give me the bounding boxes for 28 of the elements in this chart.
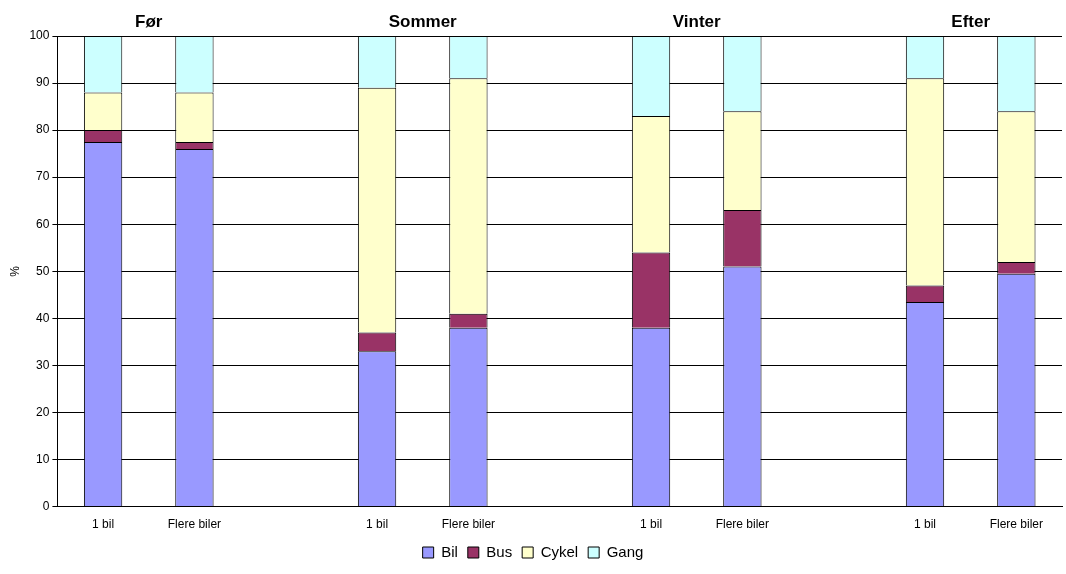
y-tick-label: 40: [36, 310, 50, 325]
text: Før: [135, 11, 163, 31]
y-tick-label: 70: [36, 169, 50, 184]
x-tick-label: Flere biler: [989, 517, 1044, 532]
y-tick-label: 30: [36, 357, 50, 372]
x-tick-label: 1 bil: [92, 517, 115, 532]
y-tick-label: 90: [36, 75, 50, 90]
x-tick-label: 1 bil: [914, 517, 937, 532]
x-tick-label: 1 bil: [640, 517, 663, 532]
y-tick-label: 0: [42, 498, 50, 513]
text: Vinter: [672, 11, 722, 31]
y-tick-label: 20: [36, 404, 50, 419]
legend-label: Cykel: [540, 542, 579, 560]
legend-label: Bus: [486, 542, 513, 560]
legend-label: Gang: [606, 542, 644, 560]
x-tick-label: Flere biler: [167, 517, 222, 532]
text: Sommer: [388, 11, 458, 31]
y-tick-label: 10: [36, 451, 50, 466]
x-tick-label: 1 bil: [366, 517, 389, 532]
text: Efter: [951, 11, 991, 31]
y-tick-label: 100: [29, 28, 50, 43]
x-tick-label: Flere biler: [441, 517, 496, 532]
y-tick-label: 50: [36, 263, 50, 278]
y-tick-label: 80: [36, 122, 50, 137]
y-tick-label: 60: [36, 216, 50, 231]
legend-label: Bil: [441, 542, 458, 560]
x-tick-label: Flere biler: [715, 517, 770, 532]
y-axis-title: %: [7, 265, 22, 277]
